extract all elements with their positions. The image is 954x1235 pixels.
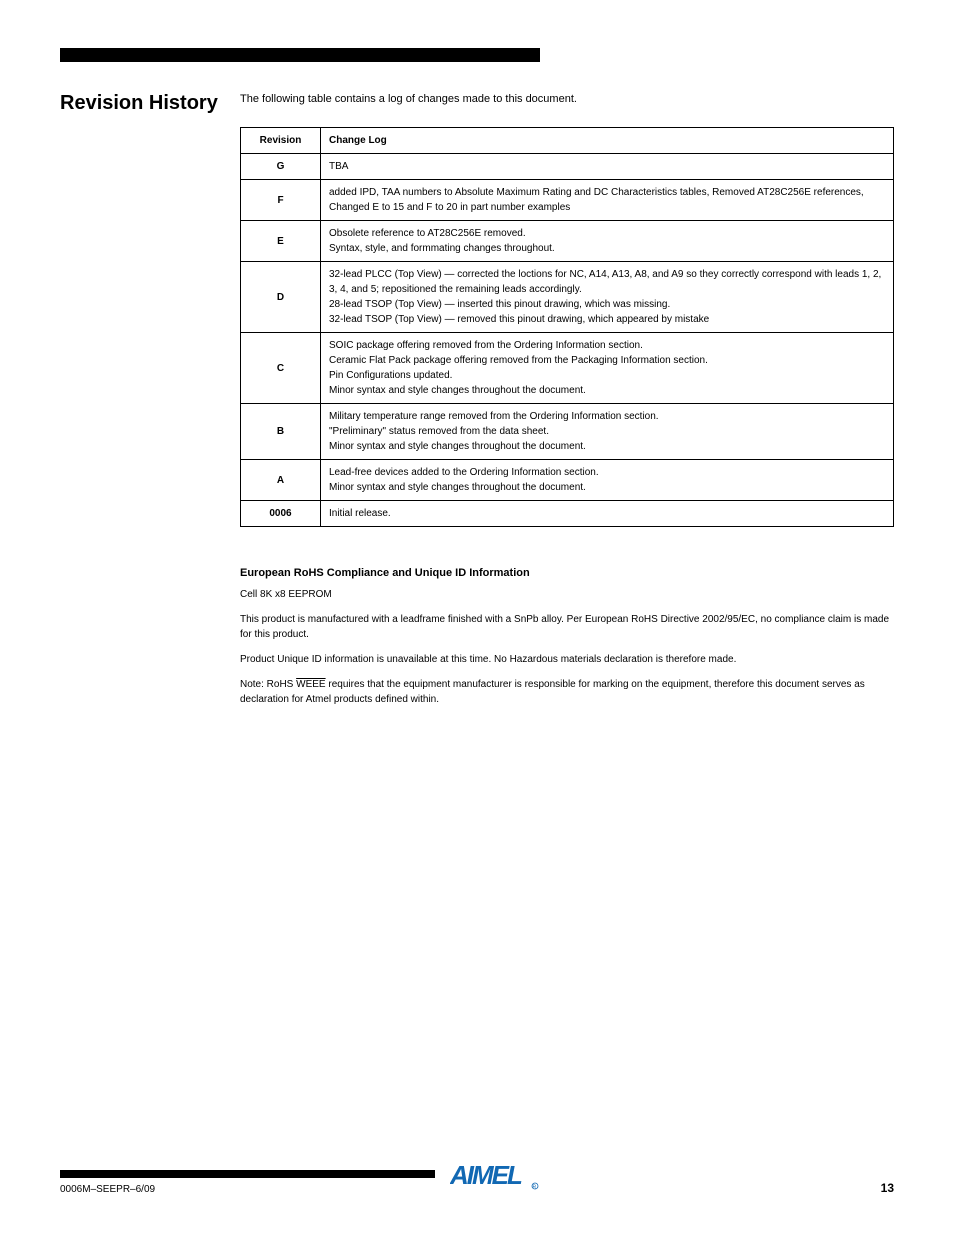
table-row: Fadded IPD, TAA numbers to Absolute Maxi… [241, 180, 894, 221]
changelog-cell: 32-lead PLCC (Top View) — corrected the … [321, 262, 894, 333]
changelog-cell: added IPD, TAA numbers to Absolute Maxim… [321, 180, 894, 221]
revision-table: Revision Change Log GTBAFadded IPD, TAA … [240, 127, 894, 527]
table-row: BMilitary temperature range removed from… [241, 404, 894, 460]
revision-cell: F [241, 180, 321, 221]
changelog-cell: Lead-free devices added to the Ordering … [321, 460, 894, 501]
footer: 0006M–SEEPR–6/09 AIMEL R [60, 1170, 894, 1195]
column-header-changelog: Change Log [321, 128, 894, 154]
column-header-revision: Revision [241, 128, 321, 154]
changelog-cell: Military temperature range removed from … [321, 404, 894, 460]
compliance-body: Cell 8K x8 EEPROM This product is manufac… [240, 587, 894, 707]
svg-text:AIMEL: AIMEL [450, 1160, 522, 1190]
changelog-cell: SOIC package offering removed from the O… [321, 333, 894, 404]
revision-cell: 0006 [241, 501, 321, 527]
revision-cell: G [241, 154, 321, 180]
table-row: GTBA [241, 154, 894, 180]
compliance-paragraph: Product Unique ID information is unavail… [240, 652, 894, 667]
table-row: D32-lead PLCC (Top View) — corrected the… [241, 262, 894, 333]
changelog-cell: TBA [321, 154, 894, 180]
revision-cell: B [241, 404, 321, 460]
revision-cell: A [241, 460, 321, 501]
revision-cell: C [241, 333, 321, 404]
compliance-title: European RoHS Compliance and Unique ID I… [240, 567, 894, 579]
changelog-cell: Initial release. [321, 501, 894, 527]
table-row: 0006Initial release. [241, 501, 894, 527]
compliance-paragraph: Note: RoHS WEEE requires that the equipm… [240, 677, 894, 707]
table-row: CSOIC package offering removed from the … [241, 333, 894, 404]
page-subtitle: The following table contains a log of ch… [240, 92, 894, 107]
svg-text:R: R [533, 1185, 537, 1191]
footer-bar [60, 1170, 435, 1178]
header-bar [60, 48, 540, 62]
page-number: 13 [881, 1181, 894, 1195]
atmel-logo: AIMEL R [450, 1160, 540, 1203]
compliance-section: European RoHS Compliance and Unique ID I… [240, 567, 894, 707]
page-title: Revision History [60, 92, 220, 115]
revision-cell: D [241, 262, 321, 333]
table-row: EObsolete reference to AT28C256E removed… [241, 221, 894, 262]
revision-cell: E [241, 221, 321, 262]
changelog-cell: Obsolete reference to AT28C256E removed.… [321, 221, 894, 262]
table-row: ALead-free devices added to the Ordering… [241, 460, 894, 501]
compliance-paragraph: Cell 8K x8 EEPROM [240, 587, 894, 602]
compliance-paragraph: This product is manufactured with a lead… [240, 612, 894, 642]
